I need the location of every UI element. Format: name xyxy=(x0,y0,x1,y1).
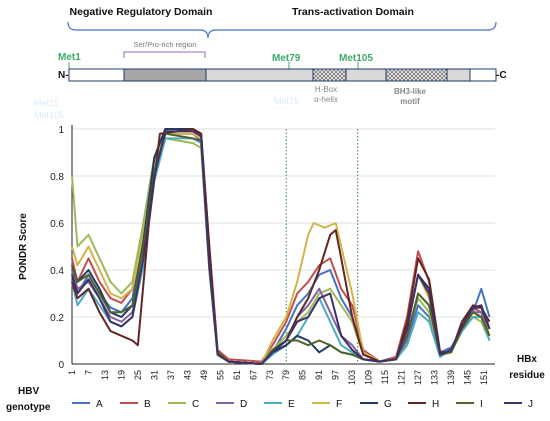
segment-hbox xyxy=(312,68,347,82)
x-tick-label: 49 xyxy=(199,370,209,380)
trans-activation-label: Trans-activation Domain xyxy=(292,6,414,18)
legend-label-i: I xyxy=(480,399,483,410)
x-tick-label: 91 xyxy=(314,370,324,380)
series-line-h xyxy=(71,128,491,365)
segment-n-terminal xyxy=(68,68,125,82)
met1-label: Met1 xyxy=(58,52,81,63)
x-tick-label: 145 xyxy=(463,370,473,385)
x-tick-label: 31 xyxy=(149,370,159,380)
x-tick-label: 7 xyxy=(83,370,93,375)
legend-title-line1: HBV xyxy=(18,386,39,397)
ser-pro-label: Ser/Pro-rich region xyxy=(134,40,197,49)
y-tick-label: 1 xyxy=(58,125,64,136)
faint-met105: Met105 xyxy=(34,110,64,120)
chart-area: 0 0.2 0.4 0.6 0.8 1 1 7 13 19 25 31 37 43 49 55 61 67 73 79… xyxy=(18,125,545,385)
domain-header: Negative Regulatory Domain Trans-activat… xyxy=(58,6,507,106)
x-tick-label: 97 xyxy=(331,370,341,380)
y-tick-label: 0.2 xyxy=(50,313,64,324)
met105-label: Met105 xyxy=(339,53,373,64)
x-tick-label: 67 xyxy=(248,370,258,380)
x-axis-label-line2: residue xyxy=(509,370,545,381)
x-axis-label-line1: HBx xyxy=(517,354,537,365)
bh3-label-line2: motif xyxy=(400,97,420,106)
legend-label-c: C xyxy=(192,399,199,410)
hbox-label-line2: α-helix xyxy=(314,95,338,104)
x-tick-label: 109 xyxy=(364,370,374,385)
legend-label-e: E xyxy=(288,399,295,410)
legend: HBV genotype A B C D E F G H I J xyxy=(6,386,533,413)
x-tick-label: 115 xyxy=(380,370,390,384)
x-tick-label: 19 xyxy=(116,370,126,380)
y-tick-label: 0.8 xyxy=(50,172,64,183)
x-tick-label: 151 xyxy=(479,370,489,385)
segment-bh3 xyxy=(385,68,448,82)
faint-met11: Met11 xyxy=(34,98,58,108)
x-tick-label: 37 xyxy=(166,370,176,380)
y-tick-label: 0.6 xyxy=(50,219,64,230)
bh3-label-line1: BH3-like xyxy=(394,87,427,96)
x-tick-label: 79 xyxy=(281,370,291,380)
series-line-g xyxy=(71,128,491,365)
c-terminus-label: -C xyxy=(496,70,507,81)
y-axis-label: PONDR Score xyxy=(18,213,29,280)
legend-label-f: F xyxy=(336,399,342,410)
y-tick-label: 0.4 xyxy=(50,266,64,277)
faint-met79: Met79 xyxy=(274,96,299,106)
faint-labels: Met11 Met105 Met79 xyxy=(34,96,299,120)
x-tick-label: 133 xyxy=(430,370,440,385)
x-tick-label: 1 xyxy=(67,370,77,375)
x-tick-label: 121 xyxy=(397,370,407,385)
x-tick-label: 139 xyxy=(446,370,456,385)
x-tick-label: 73 xyxy=(265,370,275,380)
segment-trans-activation xyxy=(205,68,497,82)
negative-regulatory-label: Negative Regulatory Domain xyxy=(70,6,213,18)
legend-label-h: H xyxy=(432,399,439,410)
x-tick-label: 127 xyxy=(413,370,423,385)
x-tick-label: 61 xyxy=(232,370,242,380)
hbox-label-line1: H-Box xyxy=(315,85,337,94)
legend-label-a: A xyxy=(96,399,103,410)
x-tick-label: 13 xyxy=(100,370,110,380)
segment-ser-pro xyxy=(123,68,207,82)
x-tick-label: 25 xyxy=(133,370,143,380)
segment-c-terminal xyxy=(469,68,497,82)
legend-label-b: B xyxy=(144,399,151,410)
x-tick-label: 85 xyxy=(298,370,308,380)
x-tick-label: 43 xyxy=(182,370,192,380)
ser-pro-bracket xyxy=(123,51,206,58)
x-tick-label: 55 xyxy=(215,370,225,380)
negative-regulatory-bracket xyxy=(67,21,209,39)
legend-title-line2: genotype xyxy=(6,402,51,413)
trans-activation-bracket xyxy=(207,21,497,39)
n-terminus-label: N- xyxy=(58,70,69,81)
x-tick-label: 103 xyxy=(347,370,357,385)
legend-label-j: J xyxy=(528,399,533,410)
met79-label: Met79 xyxy=(272,53,301,64)
series-line-j xyxy=(71,130,491,365)
y-tick-label: 0 xyxy=(58,360,64,371)
legend-label-g: G xyxy=(384,399,392,410)
legend-label-d: D xyxy=(240,399,247,410)
series-line-i xyxy=(71,132,491,365)
series-line-a xyxy=(71,128,491,365)
